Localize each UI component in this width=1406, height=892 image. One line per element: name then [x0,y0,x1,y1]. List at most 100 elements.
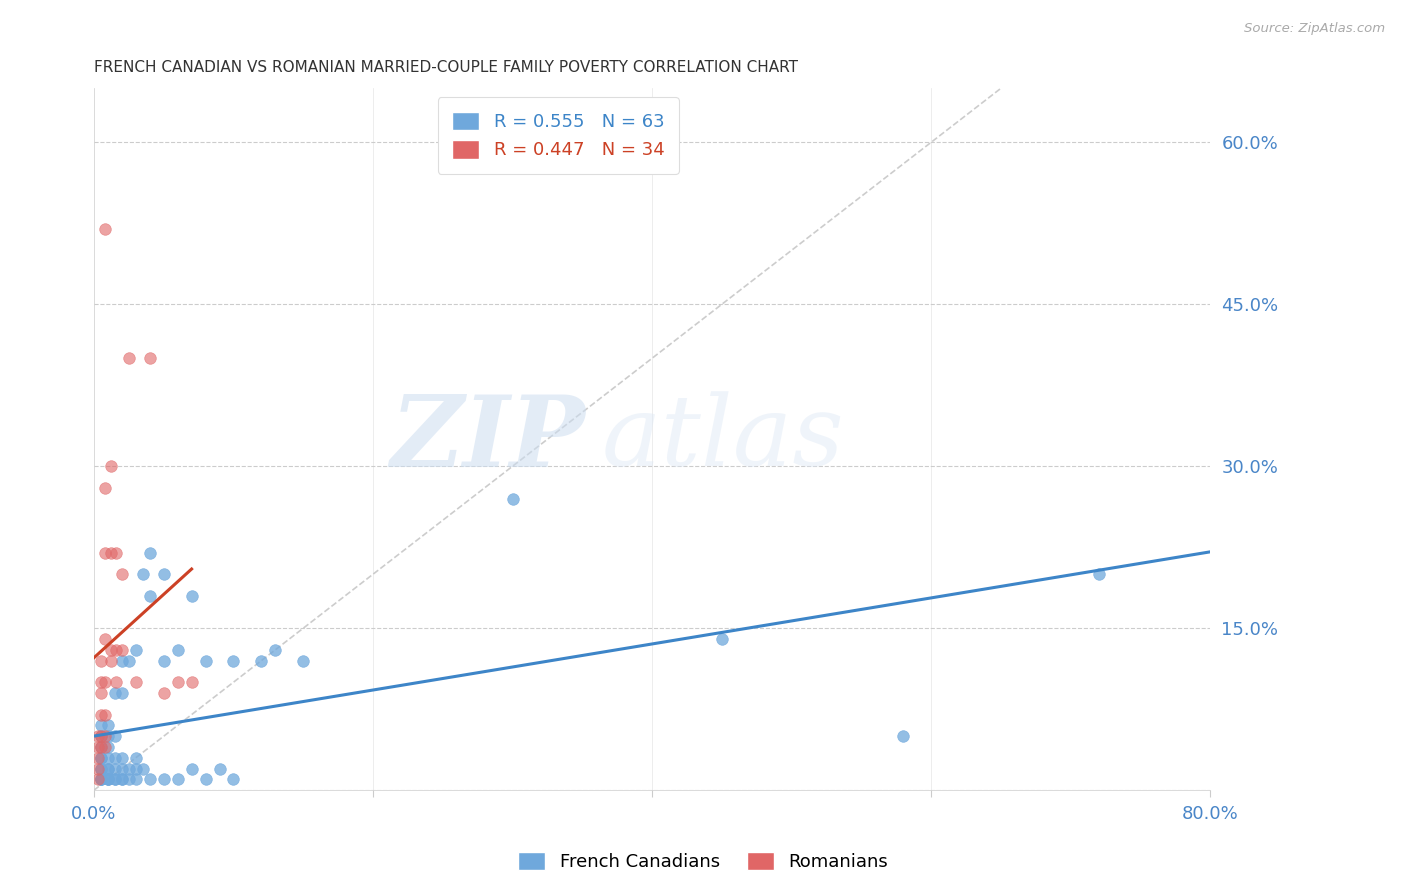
Point [104,751,127,765]
Point [132,567,155,582]
Point [152,772,174,787]
Point [90,739,112,754]
Point [94,221,117,235]
Point [152,567,174,582]
Point [111,762,134,776]
Point [104,772,127,787]
Point [100,459,122,474]
Point [87,751,110,765]
Point [180,762,202,776]
Point [90,707,112,722]
Point [111,772,134,787]
Point [166,642,188,657]
Point [97,772,120,787]
Point [90,772,112,787]
Point [125,772,148,787]
Point [87,729,110,743]
Point [118,351,141,366]
Point [139,351,162,366]
Point [104,729,127,743]
Point [90,751,112,765]
Text: Source: ZipAtlas.com: Source: ZipAtlas.com [1244,22,1385,36]
Point [104,762,127,776]
Point [97,739,120,754]
Point [97,762,120,776]
Point [97,772,120,787]
Point [125,675,148,690]
Point [111,751,134,765]
Point [1087,567,1109,582]
Point [97,762,120,776]
Point [97,751,120,765]
Point [105,675,128,690]
Point [90,729,112,743]
Point [194,772,217,787]
Point [90,772,112,787]
Point [94,729,117,743]
Point [166,772,188,787]
Point [90,762,112,776]
Text: atlas: atlas [602,392,845,487]
Point [94,546,117,560]
Point [180,675,202,690]
Point [87,739,110,754]
Point [111,654,134,668]
Point [87,762,110,776]
Point [250,654,273,668]
Point [208,762,231,776]
Legend: R = 0.555   N = 63, R = 0.447   N = 34: R = 0.555 N = 63, R = 0.447 N = 34 [437,97,679,174]
Point [94,739,117,754]
Point [132,762,155,776]
Text: FRENCH CANADIAN VS ROMANIAN MARRIED-COUPLE FAMILY POVERTY CORRELATION CHART: FRENCH CANADIAN VS ROMANIAN MARRIED-COUP… [94,60,799,75]
Point [90,772,112,787]
Text: ZIP: ZIP [389,391,585,488]
Point [105,642,128,657]
Point [105,546,128,560]
Point [90,654,112,668]
Point [90,718,112,732]
Point [152,686,174,700]
Point [90,729,112,743]
Point [118,772,141,787]
Legend: French Canadians, Romanians: French Canadians, Romanians [510,845,896,879]
Point [100,546,122,560]
Point [125,762,148,776]
Point [87,772,110,787]
Point [100,642,122,657]
Point [90,739,112,754]
Point [97,718,120,732]
Point [94,632,117,646]
Point [222,654,245,668]
Point [292,654,315,668]
Point [94,481,117,495]
Point [710,632,733,646]
Point [97,772,120,787]
Point [118,762,141,776]
Point [152,654,174,668]
Point [111,567,134,582]
Point [111,772,134,787]
Point [125,751,148,765]
Point [90,751,112,765]
Point [104,686,127,700]
Point [94,707,117,722]
Point [111,642,134,657]
Point [139,546,162,560]
Point [166,675,188,690]
Point [139,589,162,603]
Point [222,772,245,787]
Point [891,729,914,743]
Point [111,686,134,700]
Point [118,654,141,668]
Point [139,772,162,787]
Point [94,675,117,690]
Point [90,675,112,690]
Point [90,686,112,700]
Point [194,654,217,668]
Point [104,772,127,787]
Point [100,654,122,668]
Point [125,642,148,657]
Point [97,729,120,743]
Point [90,762,112,776]
Point [502,491,524,506]
